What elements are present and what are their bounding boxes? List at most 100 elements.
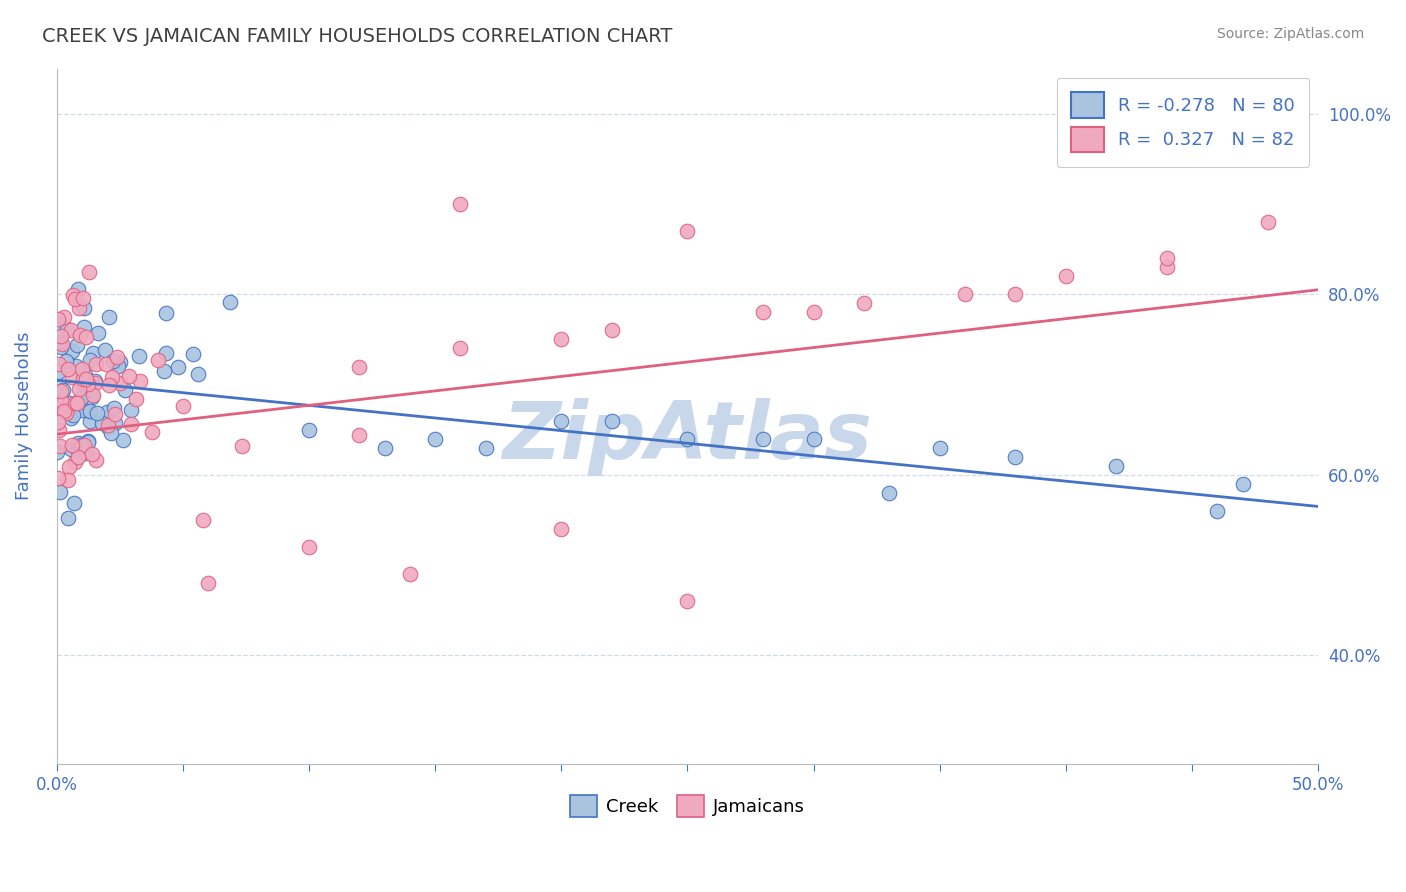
Point [550,333,572,347]
Point [67,443,90,458]
Point [879,486,901,500]
Point [75,368,97,382]
Point [48,439,70,453]
Point [67,301,90,315]
Point [399,567,422,582]
Point [146,352,169,367]
Point [96,405,118,419]
Point [1004,287,1026,301]
Point [75,446,97,460]
Point [52,396,75,410]
Point [46,365,69,379]
Point [69,438,91,452]
Point [141,425,163,440]
Point [349,427,371,442]
Point [66,282,89,296]
Point [73,395,96,409]
Point [172,399,194,413]
Point [676,594,699,608]
Point [103,401,125,415]
Point [449,342,471,356]
Point [676,432,699,446]
Text: ZipAtlas: ZipAtlas [502,398,872,476]
Point [423,432,446,446]
Point [167,359,190,374]
Point [349,359,371,374]
Point [60,369,83,384]
Point [69,327,91,342]
Point [46,415,69,429]
Point [1156,260,1178,275]
Point [48,401,70,416]
Point [55,406,77,420]
Point [77,265,100,279]
Point [82,388,104,402]
Point [1257,215,1279,229]
Point [928,441,950,455]
Point [128,350,150,364]
Point [63,293,86,307]
Point [69,383,91,397]
Point [118,368,141,383]
Point [80,390,103,404]
Point [449,197,471,211]
Point [72,397,94,411]
Point [84,453,107,467]
Point [125,392,148,406]
Point [73,301,96,316]
Point [56,362,79,376]
Point [110,376,132,390]
Point [66,436,89,450]
Point [72,291,94,305]
Point [600,414,623,428]
Point [66,338,89,352]
Point [56,473,79,487]
Point [1232,476,1254,491]
Point [48,358,70,372]
Point [94,357,117,371]
Point [46,311,69,326]
Point [374,441,396,455]
Point [550,414,572,428]
Point [97,417,120,432]
Point [62,496,84,510]
Point [72,372,94,386]
Point [803,432,825,446]
Point [70,361,93,376]
Point [104,407,127,421]
Point [62,288,84,302]
Point [49,384,72,399]
Point [1156,251,1178,265]
Point [219,294,242,309]
Point [803,305,825,319]
Point [75,372,97,386]
Point [1004,450,1026,464]
Point [752,432,775,446]
Point [77,377,100,392]
Point [52,384,75,398]
Point [62,438,84,452]
Point [48,334,70,349]
Point [55,353,77,368]
Point [1105,458,1128,473]
Point [49,340,72,354]
Point [97,310,120,325]
Point [76,402,98,417]
Point [67,450,90,465]
Point [48,485,70,500]
Point [79,404,101,418]
Point [298,423,321,437]
Point [77,434,100,448]
Point [46,471,69,485]
Point [84,357,107,371]
Point [100,426,122,441]
Point [94,343,117,357]
Point [86,406,108,420]
Point [49,317,72,331]
Point [77,434,100,449]
Point [1054,269,1077,284]
Point [58,396,80,410]
Point [108,355,131,369]
Point [70,403,93,417]
Point [79,414,101,428]
